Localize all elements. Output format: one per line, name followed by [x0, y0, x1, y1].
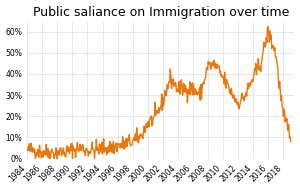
Title: Public saliance on Immigration over time: Public saliance on Immigration over time — [33, 5, 289, 19]
